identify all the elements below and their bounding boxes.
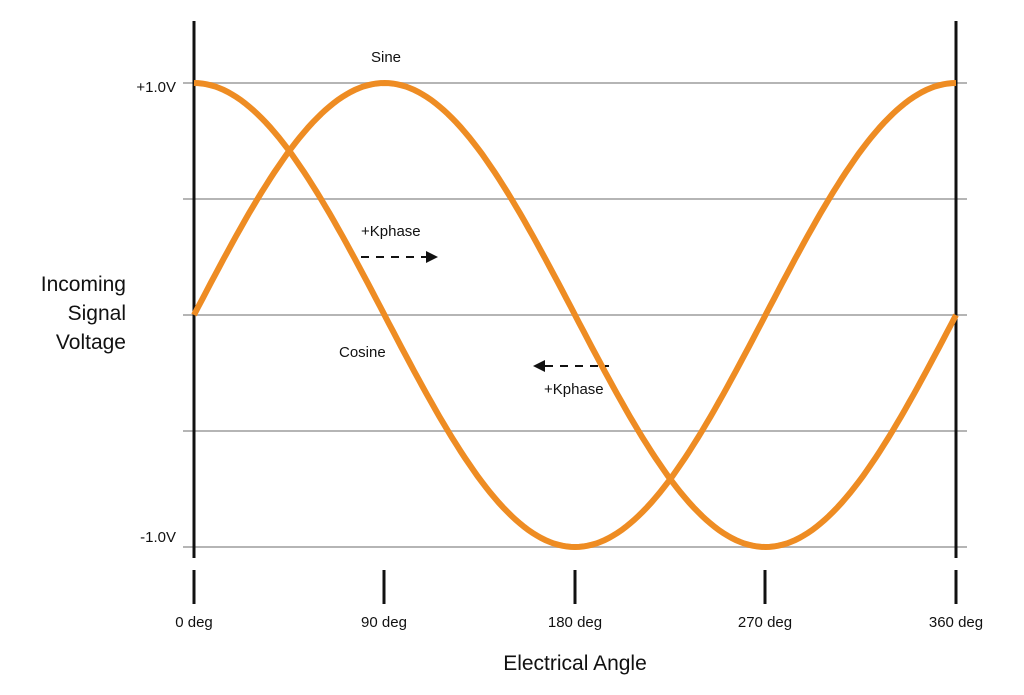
y-axis-label-line-2: Signal [67,302,126,325]
x-tick-marks [192,570,958,604]
y-axis-label-line-1: Incoming [40,273,126,296]
kphase-arrow-left [533,360,609,372]
cosine-curve [193,80,957,551]
x-tick-label-270: 270 deg [737,614,793,631]
kphase-label-right: +Kphase [361,223,421,240]
y-axis-label: Incoming Signal Voltage [10,270,126,357]
x-tick-label-360: 360 deg [928,614,984,631]
sine-annotation: Sine [371,49,402,66]
x-tick-label-90: 90 deg [361,614,407,631]
y-tick-label-top: +1.0V [136,79,176,96]
y-axis-label-line-3: Voltage [55,331,126,354]
x-tick-label-180: 180 deg [547,614,603,631]
kphase-label-left: +Kphase [544,381,604,398]
x-tick-label-0: 0 deg [175,614,213,631]
kphase-arrow-right [361,251,438,263]
x-axis-label: Electrical Angle [503,652,647,675]
y-tick-label-bottom: -1.0V [140,529,176,546]
sine-curve [191,79,959,551]
cosine-annotation: Cosine [339,344,386,361]
